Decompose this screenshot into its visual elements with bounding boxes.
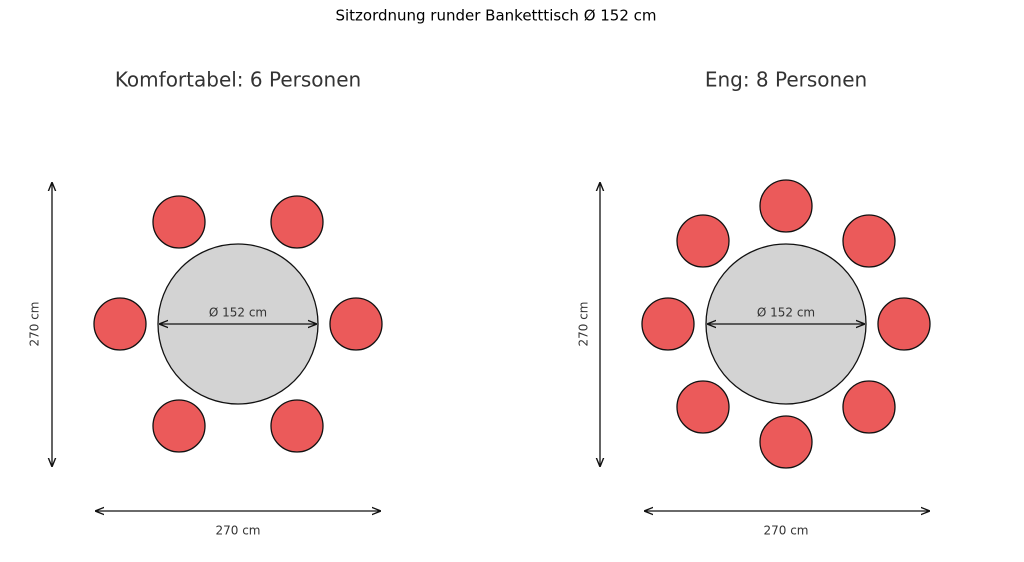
- chair: [676, 214, 730, 268]
- table-label: Ø 152 cm: [209, 306, 267, 320]
- chair: [676, 380, 730, 434]
- table-label: Ø 152 cm: [757, 306, 815, 320]
- panel-title: Komfortabel: 6 Personen: [115, 68, 361, 92]
- panel-title: Eng: 8 Personen: [705, 68, 867, 92]
- chair: [641, 297, 695, 351]
- chair: [759, 179, 813, 233]
- chair: [152, 399, 206, 453]
- width-label: 270 cm: [215, 524, 260, 538]
- chair: [329, 297, 383, 351]
- chair: [759, 415, 813, 469]
- chair: [842, 214, 896, 268]
- main-title: Sitzordnung runder Banketttisch Ø 152 cm: [335, 7, 656, 25]
- chair: [270, 399, 324, 453]
- panel: Komfortabel: 6 Personen Ø 152 cm 270 cm …: [28, 68, 383, 538]
- height-label: 270 cm: [28, 301, 42, 346]
- height-label: 270 cm: [577, 301, 591, 346]
- chair: [270, 195, 324, 249]
- chair: [93, 297, 147, 351]
- panel: Eng: 8 Personen Ø 152 cm 270 cm 270 cm: [577, 68, 931, 538]
- chair: [877, 297, 931, 351]
- width-label: 270 cm: [763, 524, 808, 538]
- chair: [842, 380, 896, 434]
- chair: [152, 195, 206, 249]
